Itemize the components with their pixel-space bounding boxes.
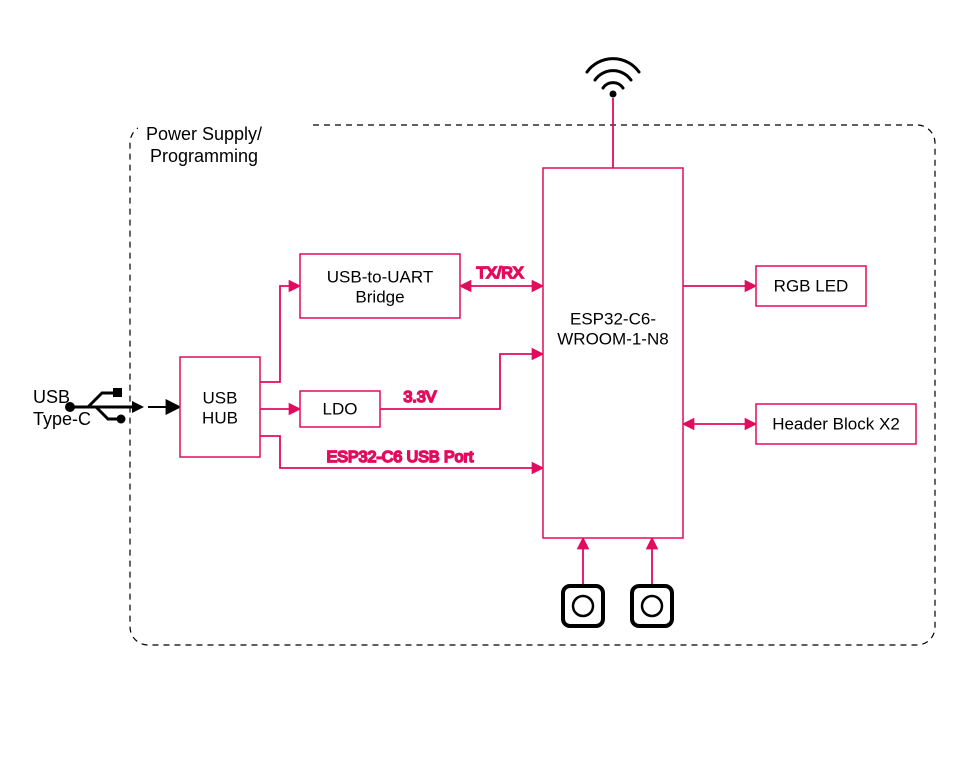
- edge-hub-to-uart: [260, 286, 300, 382]
- node-header-block: Header Block X2: [756, 404, 916, 444]
- node-uart-bridge: USB-to-UART Bridge: [300, 254, 460, 318]
- svg-text:RGB LED: RGB LED: [774, 276, 849, 295]
- usb-typec-label-2: Type-C: [33, 409, 91, 429]
- node-rgb-led: RGB LED: [756, 266, 866, 306]
- svg-text:LDO: LDO: [323, 399, 358, 418]
- usb-typec-label-1: USB: [33, 387, 70, 407]
- svg-text:HUB: HUB: [202, 408, 238, 427]
- svg-text:WROOM-1-N8: WROOM-1-N8: [557, 329, 668, 348]
- svg-text:Header Block X2: Header Block X2: [772, 414, 900, 433]
- edge-label-usb-port: ESP32-C6 USB Port: [327, 449, 474, 466]
- svg-text:Bridge: Bridge: [355, 287, 404, 306]
- section-label-line1: Power Supply/: [146, 124, 262, 144]
- node-ldo: LDO: [300, 391, 380, 427]
- wifi-icon: [587, 59, 639, 98]
- section-label-line2: Programming: [150, 146, 258, 166]
- svg-text:USB: USB: [203, 388, 238, 407]
- button-icon-1: [563, 586, 603, 626]
- edge-label-txrx: TX/RX: [476, 265, 523, 282]
- node-usb-hub: USB HUB: [180, 357, 260, 457]
- node-esp32: ESP32-C6- WROOM-1-N8: [543, 168, 683, 538]
- svg-text:USB-to-UART: USB-to-UART: [327, 267, 433, 286]
- block-diagram: Power Supply/ Programming USB Type-C ESP…: [0, 0, 960, 760]
- edge-label-3v3: 3.3V: [404, 389, 437, 406]
- svg-text:ESP32-C6-: ESP32-C6-: [570, 309, 656, 328]
- button-icon-2: [632, 586, 672, 626]
